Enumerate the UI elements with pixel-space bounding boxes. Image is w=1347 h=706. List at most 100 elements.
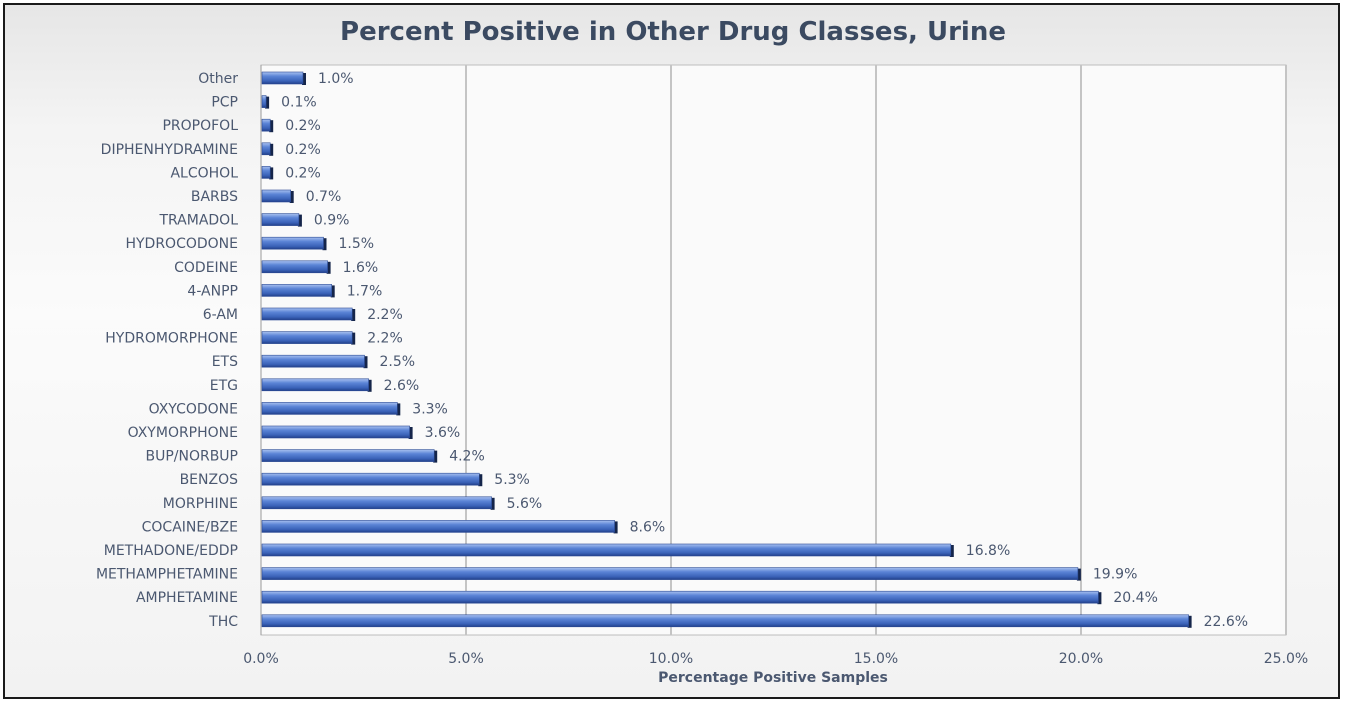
bar-shadow [269,143,274,156]
data-label: 1.7% [347,283,383,299]
x-tick-label: 15.0% [854,651,898,667]
bar [261,354,365,368]
bar [261,166,271,179]
category-label: AMPHETAMINE [136,590,238,606]
bar [261,543,952,557]
category-label: Other [198,71,238,87]
bar-shadow [326,261,331,274]
bar [261,307,353,321]
category-label: TRAMADOL [158,213,238,229]
data-label: 1.6% [343,260,379,276]
data-label: 0.9% [314,213,350,229]
bar [261,520,615,533]
bar-shadow [1187,615,1192,628]
category-label: BARBS [191,189,238,205]
x-tick-label: 10.0% [649,651,693,667]
bar-shadow [363,356,368,369]
data-label: 1.0% [318,71,354,87]
bar-shadow [297,214,302,227]
gridlines [260,65,1287,635]
plot-area [260,64,1287,636]
bar-shadow [269,120,274,133]
bar-shadow [1097,592,1102,605]
category-label: 6-AM [203,307,238,323]
bar-shadow [478,474,483,487]
bar-shadow [265,96,270,109]
category-label: METHADONE/EDDP [104,543,238,559]
bar-shadow [490,497,495,510]
x-tick-label: 5.0% [448,651,484,667]
bar-shadow [408,427,413,439]
bar-shadow [613,521,618,534]
category-label: CODEINE [174,260,238,276]
bar-shadow [330,285,335,298]
bars [261,71,1192,628]
x-tick-label: 20.0% [1059,651,1103,667]
bar [261,614,1189,628]
bar [261,189,292,203]
bar [261,213,300,226]
bar-shadow [351,309,356,321]
data-label: 0.2% [285,165,321,181]
chart-title: Percent Positive in Other Drug Classes, … [340,17,1006,47]
data-label: 3.3% [412,401,448,417]
data-label: 0.2% [285,142,321,158]
category-label: BENZOS [180,472,239,488]
category-label: PROPOFOL [162,118,238,134]
bar [261,378,369,392]
bar-shadow [322,238,327,251]
data-label: 0.7% [306,189,342,205]
category-label: DIPHENHYDRAMINE [101,142,238,158]
category-label: MORPHINE [163,496,238,512]
category-label: ETS [212,354,238,370]
data-label: 5.3% [494,472,530,488]
bar [261,402,398,415]
bar [261,118,271,132]
x-tick-label: 0.0% [243,651,279,667]
data-label: 19.9% [1093,567,1137,583]
bar-shadow [433,450,438,463]
bar [261,331,353,344]
category-label: OXYMORPHONE [128,425,238,441]
bar-shadow [367,379,372,392]
bar [261,449,435,462]
data-label: 2.5% [380,354,416,370]
data-label: 20.4% [1113,590,1157,606]
bar-shadow [351,332,356,345]
category-label: HYDROCODONE [125,236,238,252]
category-label: 4-ANPP [187,283,238,299]
bar [261,236,324,250]
bar-shadow [949,545,954,557]
data-label: 2.2% [367,331,403,347]
bar-shadow [1076,568,1081,581]
chart-frame: Percent Positive in Other Drug Classes, … [3,3,1340,699]
bar-shadow [396,403,401,416]
bar [261,260,328,274]
bar [261,425,410,439]
category-label: ETG [210,378,238,394]
data-label: 16.8% [966,543,1010,559]
category-label: OXYCODONE [149,401,238,417]
category-label: PCP [211,95,238,111]
category-label: HYDROMORPHONE [105,331,238,347]
bar-chart: Percent Positive in Other Drug Classes, … [96,17,1308,686]
data-label: 2.2% [367,307,403,323]
category-label: METHAMPHETAMINE [96,567,238,583]
bar-shadow [302,73,306,85]
category-label: BUP/NORBUP [145,449,238,465]
bar-shadow [269,167,274,180]
data-label: 2.6% [384,378,420,394]
bar [261,472,480,486]
data-label: 5.6% [507,496,543,512]
data-label: 4.2% [449,449,485,465]
category-label: COCAINE/BZE [142,519,238,535]
bar [261,142,271,156]
bar [261,71,304,85]
data-label: 1.5% [339,236,375,252]
data-label: 8.6% [630,519,666,535]
x-tick-label: 25.0% [1264,651,1308,667]
x-axis-title: Percentage Positive Samples [658,670,888,686]
bar [261,284,332,297]
bar [261,95,267,108]
labels: 0.0% 5.0% 10.0% 15.0% 20.0% 25.0% Other 1.0% PCP… [96,71,1308,667]
